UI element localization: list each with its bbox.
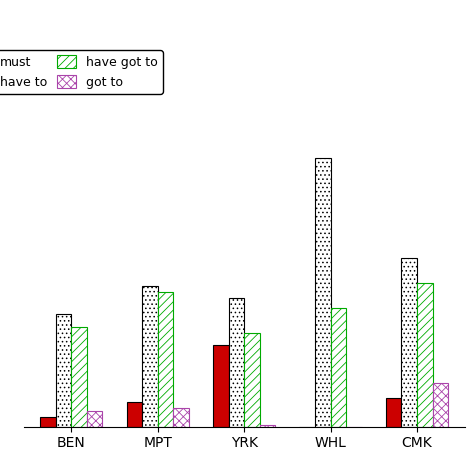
Bar [433, 383, 448, 427]
Bar [127, 401, 142, 427]
Bar [330, 308, 346, 427]
Bar [142, 286, 158, 427]
Bar [386, 399, 401, 427]
Bar [315, 158, 330, 427]
Bar [260, 425, 275, 427]
Bar [87, 411, 102, 427]
Bar [158, 292, 173, 427]
Bar [173, 408, 189, 427]
Bar [213, 346, 228, 427]
Bar [55, 314, 71, 427]
Legend: must, have to, have got to, got to: must, have to, have got to, got to [0, 50, 163, 94]
Bar [228, 299, 244, 427]
Bar [417, 283, 433, 427]
Bar [244, 333, 260, 427]
Bar [401, 258, 417, 427]
Bar [40, 417, 55, 427]
Bar [71, 327, 87, 427]
